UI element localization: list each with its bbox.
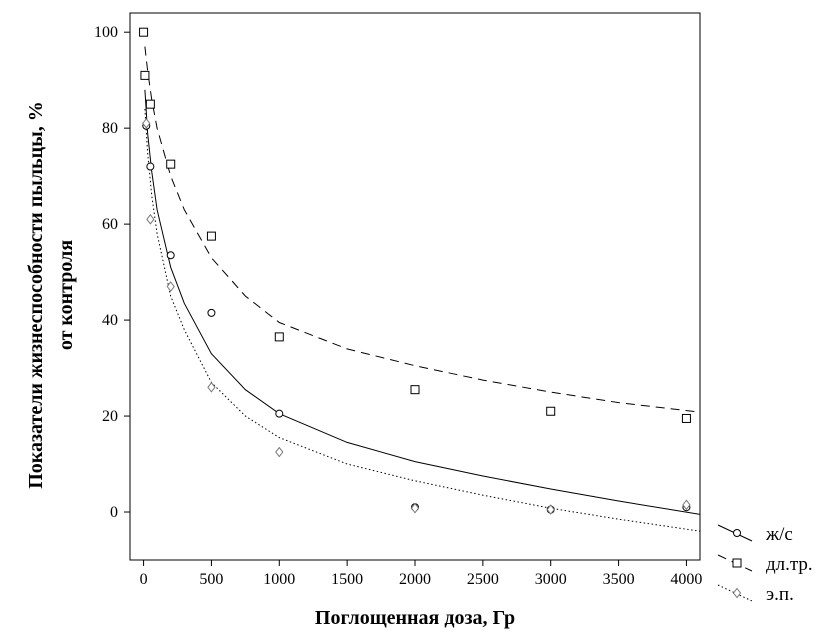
data-point-diamond	[146, 214, 155, 225]
plot-area	[129, 12, 701, 561]
data-point-diamond	[682, 499, 691, 511]
data-point-circle	[166, 251, 175, 260]
data-point-square	[145, 99, 155, 109]
x-tick-label: 500	[199, 571, 223, 588]
data-point-square	[546, 406, 556, 416]
data-point-diamond	[546, 504, 555, 515]
x-tick-label: 2500	[467, 571, 499, 588]
y-tick-label: 80	[102, 120, 118, 137]
y-axis-title: Показатели жизнеспособности пыльцы, % от…	[25, 101, 77, 489]
data-point-square	[681, 413, 691, 423]
x-tick-label: 3000	[535, 571, 567, 588]
fit-curve	[144, 108, 701, 532]
y-tick-label: 0	[110, 504, 118, 521]
fit-curves	[144, 46, 701, 532]
x-tick-label: 3500	[603, 571, 635, 588]
y-tick-label: 100	[94, 24, 118, 41]
y-tick-label: 20	[102, 408, 118, 425]
y-tick-label: 40	[102, 312, 118, 329]
data-point-square	[732, 558, 742, 568]
legend-label: ж/с	[765, 524, 793, 545]
data-point-circle	[733, 529, 741, 537]
data-point-circle	[146, 162, 155, 171]
legend-label: дл.тр.	[766, 554, 813, 575]
x-tick-label: 1000	[263, 571, 295, 588]
legend-label: э.п.	[766, 584, 794, 605]
data-point-diamond	[732, 587, 742, 599]
data-point-diamond	[207, 381, 216, 393]
data-point-square	[166, 159, 176, 169]
data-point-circle	[275, 409, 284, 418]
data-point-circle	[207, 308, 216, 317]
data-point-square	[410, 385, 420, 395]
data-points	[139, 27, 691, 515]
fit-curve	[144, 89, 701, 515]
data-point-square	[206, 231, 216, 241]
legend: ж/с дл.тр. э.п.	[717, 524, 813, 605]
data-point-diamond	[410, 502, 420, 514]
data-point-diamond	[166, 281, 175, 292]
y-axis-title-line1: Показатели жизнеспособности пыльцы, %	[25, 101, 47, 489]
x-axis-title: Поглощенная доза, Гр	[315, 607, 515, 629]
y-tick-label: 60	[102, 216, 118, 233]
data-point-square	[139, 27, 149, 37]
fit-curve	[144, 46, 701, 413]
x-tick-label: 1500	[331, 571, 363, 588]
y-axis: 0 20 40 60 80 100	[94, 24, 130, 521]
data-point-square	[140, 70, 150, 80]
y-axis-title-line2: от контроля	[55, 240, 77, 350]
x-tick-label: 4000	[670, 571, 702, 588]
x-tick-label: 0	[140, 571, 148, 588]
x-axis: 0 500 1000 1500 2000 2500 3000 3500 4000	[140, 560, 702, 588]
data-point-square	[274, 332, 284, 342]
data-point-diamond	[142, 118, 151, 129]
x-tick-label: 2000	[399, 571, 431, 588]
data-point-diamond	[275, 446, 284, 458]
